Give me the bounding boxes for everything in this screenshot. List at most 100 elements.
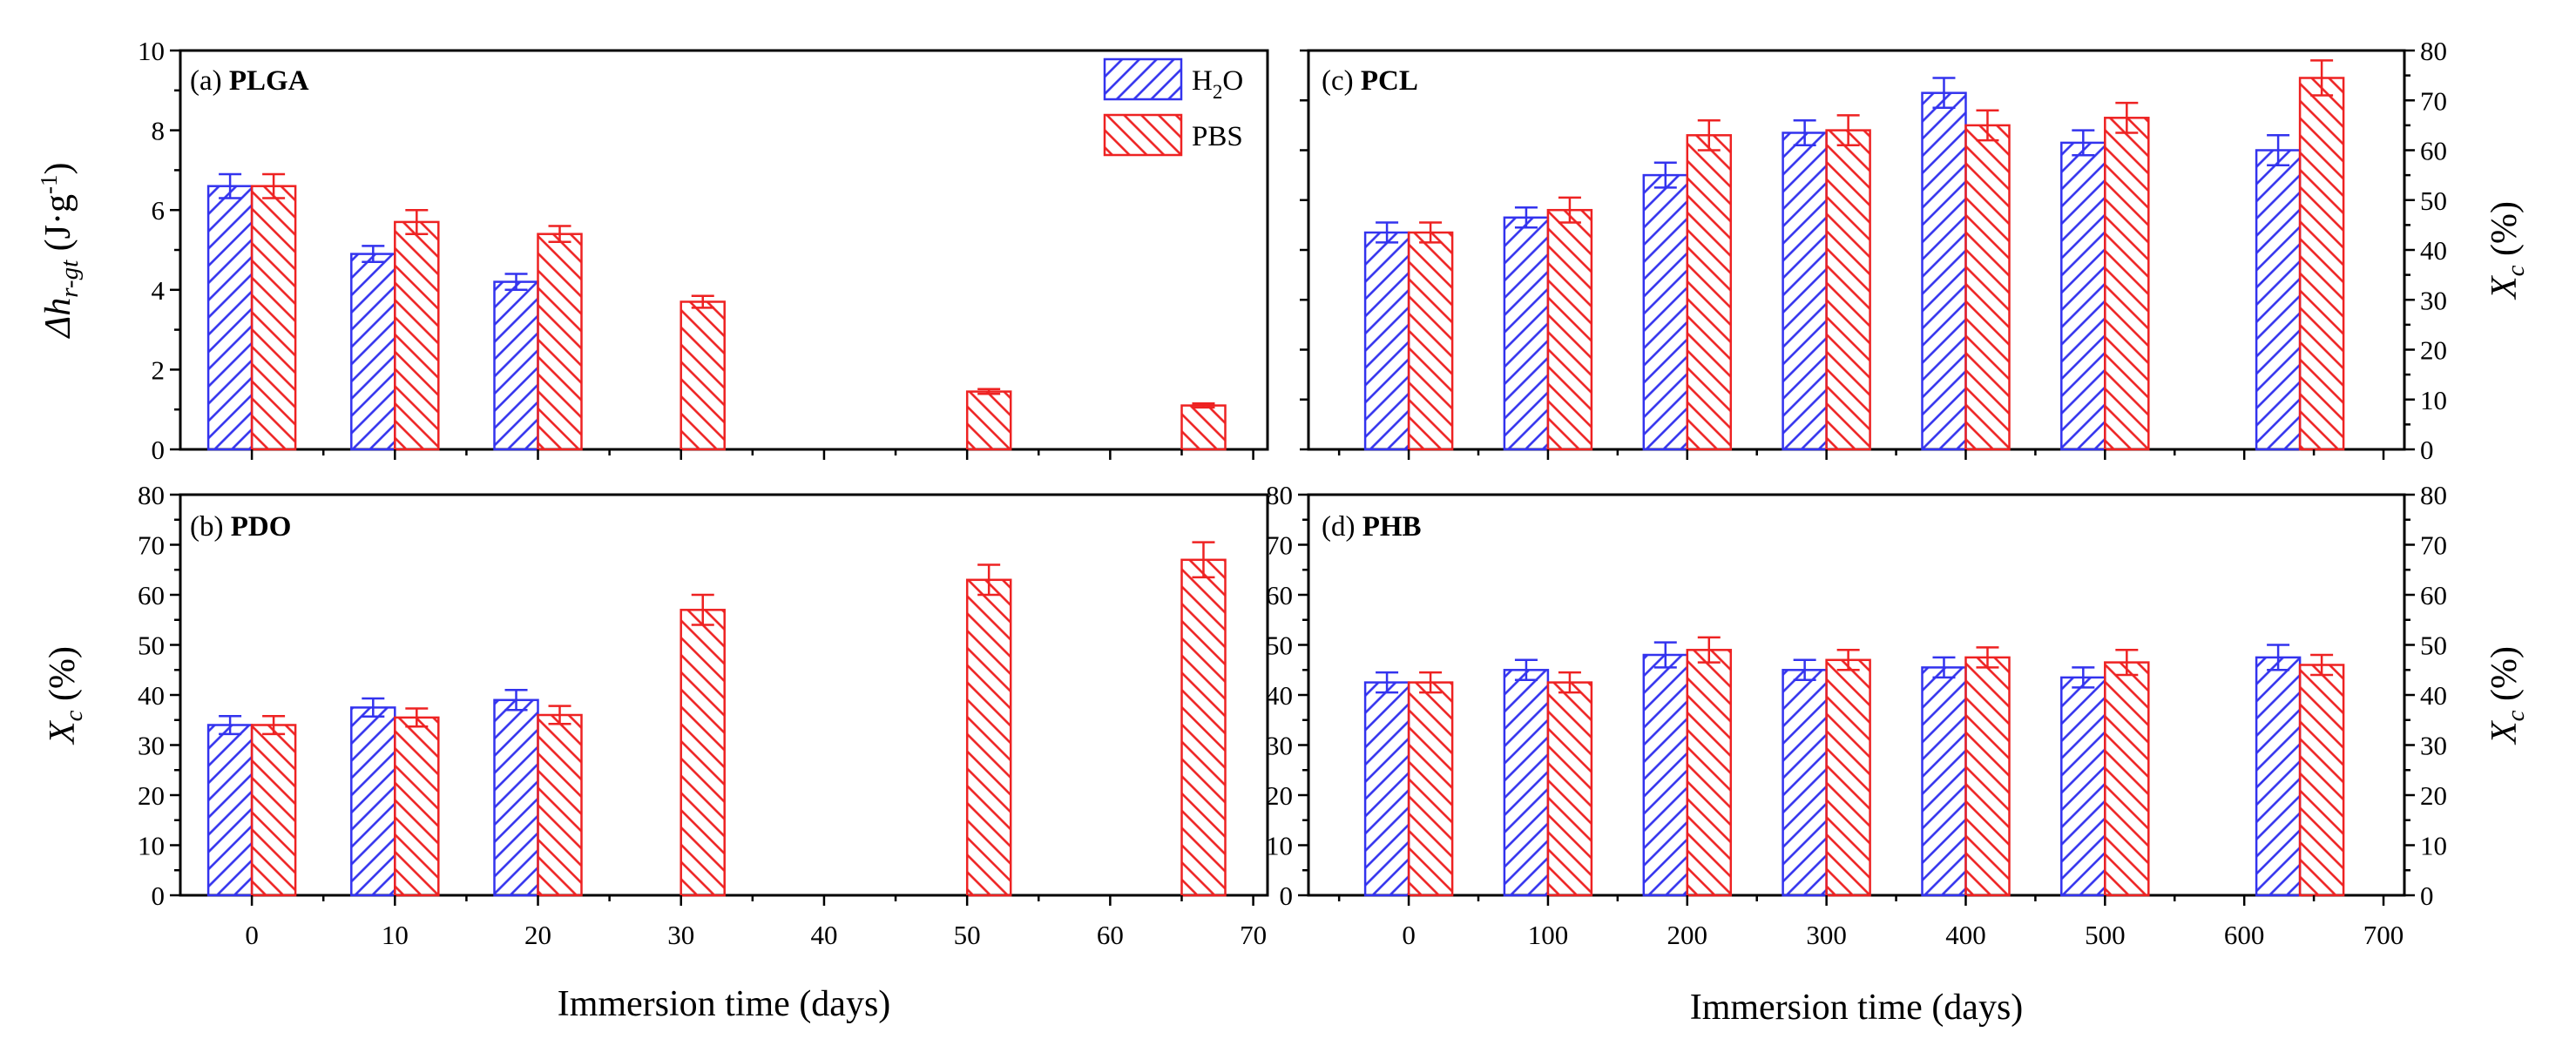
- ytick-label-c: 70: [2420, 85, 2447, 116]
- bar-a-h2o-0: [206, 185, 254, 451]
- bar-b-pbs-10: [394, 716, 440, 897]
- xtick-label-d: 300: [1806, 920, 1847, 950]
- ytick-label-b: 70: [138, 530, 165, 561]
- bar-c-pbs-0: [1407, 231, 1454, 451]
- xtick-label-d: 700: [2363, 920, 2404, 950]
- bar-c-pbs-400: [1964, 124, 2011, 451]
- panel-b-tag: (b) PDO: [190, 511, 291, 543]
- bar-c-h2o-300: [1782, 132, 1828, 451]
- xtick-label-d: 600: [2224, 920, 2265, 950]
- ytick-label-c: 50: [2420, 185, 2447, 216]
- ytick-label-d: 10: [2420, 831, 2447, 861]
- ytick-label-c: 30: [2420, 285, 2447, 315]
- ytick-label-d: 10: [1266, 831, 1293, 861]
- bar-c-pbs-100: [1546, 208, 1593, 451]
- ytick-label-b: 80: [138, 480, 165, 510]
- errorbar-c-pbs-500: [2115, 101, 2139, 134]
- ytick-label-d: 40: [1266, 680, 1293, 711]
- ytick-label-d: 60: [1266, 580, 1293, 610]
- errorbar-a-pbs-50: [977, 388, 1001, 395]
- ytick-label-c: 20: [2420, 335, 2447, 366]
- bar-a-h2o-10: [350, 253, 396, 451]
- xtick-label-b: 0: [245, 920, 259, 950]
- bar-d-h2o-0: [1363, 681, 1410, 897]
- xtick-label-b: 10: [382, 920, 409, 950]
- xtick-label-b: 30: [667, 920, 694, 950]
- bar-c-h2o-640: [2255, 149, 2302, 451]
- errorbar-d-h2o-0: [1376, 671, 1399, 694]
- errorbar-a-pbs-10: [405, 208, 429, 235]
- bar-c-h2o-200: [1642, 173, 1689, 451]
- bar-d-pbs-0: [1407, 681, 1454, 897]
- errorbar-c-pbs-0: [1419, 221, 1443, 244]
- ytick-label-a: 4: [152, 275, 166, 306]
- panel-d-plot: 0 0 10 10 20 20 30 30 40 40 50 50 60 60 70 70 80 80 0 100 20…: [1266, 480, 2447, 950]
- bar-b-pbs-50: [965, 578, 1012, 897]
- bar-a-pbs-30: [679, 300, 726, 451]
- xtick-label-b: 60: [1097, 920, 1124, 950]
- errorbar-d-h2o-100: [1514, 658, 1538, 682]
- errorbar-b-h2o-20: [504, 689, 528, 712]
- bar-d-h2o-300: [1782, 669, 1828, 897]
- bar-d-h2o-500: [2060, 676, 2106, 897]
- ytick-label-c: 80: [2420, 36, 2447, 66]
- ytick-label-d: 20: [1266, 780, 1293, 811]
- legend-h2o-swatch: [1103, 57, 1183, 101]
- xtick-label-b: 20: [524, 920, 551, 950]
- bar-b-pbs-65: [1180, 558, 1227, 897]
- panel-b-ylabel: Xc (%): [43, 646, 88, 745]
- panel-a-plot: 0 2 4 6 8 10: [138, 36, 1254, 465]
- ytick-label-c: 10: [2420, 385, 2447, 415]
- ytick-label-b: 60: [138, 580, 165, 610]
- errorbar-d-pbs-200: [1697, 636, 1721, 664]
- panel-c-plot: 0 10 20 30 40 50 60 70 80: [1300, 36, 2447, 465]
- errorbar-d-h2o-200: [1653, 641, 1677, 669]
- bar-d-h2o-100: [1503, 669, 1550, 897]
- bar-b-pbs-30: [679, 609, 726, 897]
- ytick-label-d: 50: [1266, 631, 1293, 661]
- ytick-label-d: 70: [2420, 530, 2447, 561]
- errorbar-d-pbs-640: [2310, 653, 2334, 677]
- bar-a-pbs-20: [537, 233, 583, 451]
- bar-d-h2o-200: [1642, 653, 1689, 897]
- ytick-label-a: 10: [138, 36, 165, 66]
- panel-b-plot: 0 10 20 30 40 50 60 70 80 0 10 20 30 40 50 60 70: [138, 480, 1267, 950]
- ytick-label-b: 50: [138, 631, 165, 661]
- bar-d-pbs-200: [1686, 649, 1733, 897]
- errorbar-c-h2o-500: [2072, 129, 2095, 157]
- panel-d-xlabel: Immersion time (days): [1690, 988, 2024, 1028]
- errorbar-a-h2o-20: [504, 273, 528, 292]
- legend: H2O PBS: [1103, 57, 1243, 157]
- panel-d-ylabel: Xc (%): [2485, 646, 2530, 745]
- errorbar-d-h2o-500: [2072, 666, 2095, 689]
- ytick-label-d: 80: [2420, 480, 2447, 510]
- errorbar-d-pbs-300: [1836, 649, 1860, 671]
- errorbar-b-h2o-0: [219, 714, 242, 736]
- xtick-label-d: 400: [1945, 920, 1986, 950]
- xtick-label-b: 70: [1240, 920, 1267, 950]
- bar-d-h2o-640: [2255, 656, 2302, 897]
- bar-c-pbs-200: [1686, 134, 1733, 451]
- errorbar-a-h2o-10: [362, 245, 385, 263]
- bar-a-pbs-50: [965, 390, 1012, 451]
- errorbar-c-h2o-300: [1793, 118, 1816, 147]
- errorbar-c-h2o-200: [1653, 161, 1677, 189]
- bar-a-pbs-10: [394, 220, 440, 451]
- errorbar-b-pbs-50: [977, 563, 1001, 597]
- xtick-label-d: 0: [1402, 920, 1416, 950]
- ytick-label-d: 0: [1280, 880, 1294, 911]
- ytick-label-a: 0: [152, 435, 166, 465]
- errorbar-a-pbs-0: [262, 172, 286, 199]
- xtick-label-b: 40: [810, 920, 837, 950]
- ytick-label-c: 0: [2420, 435, 2434, 465]
- xtick-label-b: 50: [954, 920, 981, 950]
- ytick-label-d: 40: [2420, 680, 2447, 711]
- panel-a-ylabel: Δhr-gt (J·g-1): [36, 163, 84, 340]
- ytick-label-a: 2: [152, 354, 166, 385]
- ytick-label-b: 20: [138, 780, 165, 811]
- bar-c-pbs-500: [2104, 117, 2150, 451]
- errorbar-b-pbs-30: [691, 593, 714, 626]
- errorbar-d-pbs-500: [2115, 649, 2139, 677]
- errorbar-c-h2o-640: [2267, 134, 2290, 166]
